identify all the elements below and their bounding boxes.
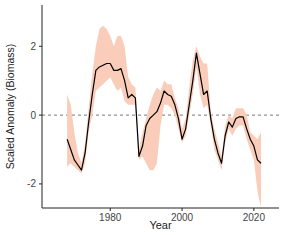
y-axis [42,5,43,208]
confidence-band [67,26,261,208]
y-tick-label: 0 [30,110,36,121]
x-tick-label: 2000 [171,212,194,223]
x-tick [110,208,111,211]
x-axis [42,208,279,209]
plot-area [67,26,261,208]
x-tick [253,208,254,211]
x-tick-label: 2020 [243,212,266,223]
y-axis-label: Scaled Anomaly (Biomass) [4,44,16,169]
chart: -2 0 2 1980 2000 2020 Year Scaled Anomaly (Biom… [0,0,306,235]
x-tick [182,208,183,211]
x-tick-label: 1980 [99,212,122,223]
y-tick-label: 2 [30,41,36,52]
y-tick [39,115,42,116]
y-tick-label: -2 [27,178,36,189]
y-tick [39,46,42,47]
y-tick [39,183,42,184]
x-axis-label: Year [149,219,172,231]
data-line [67,53,261,170]
